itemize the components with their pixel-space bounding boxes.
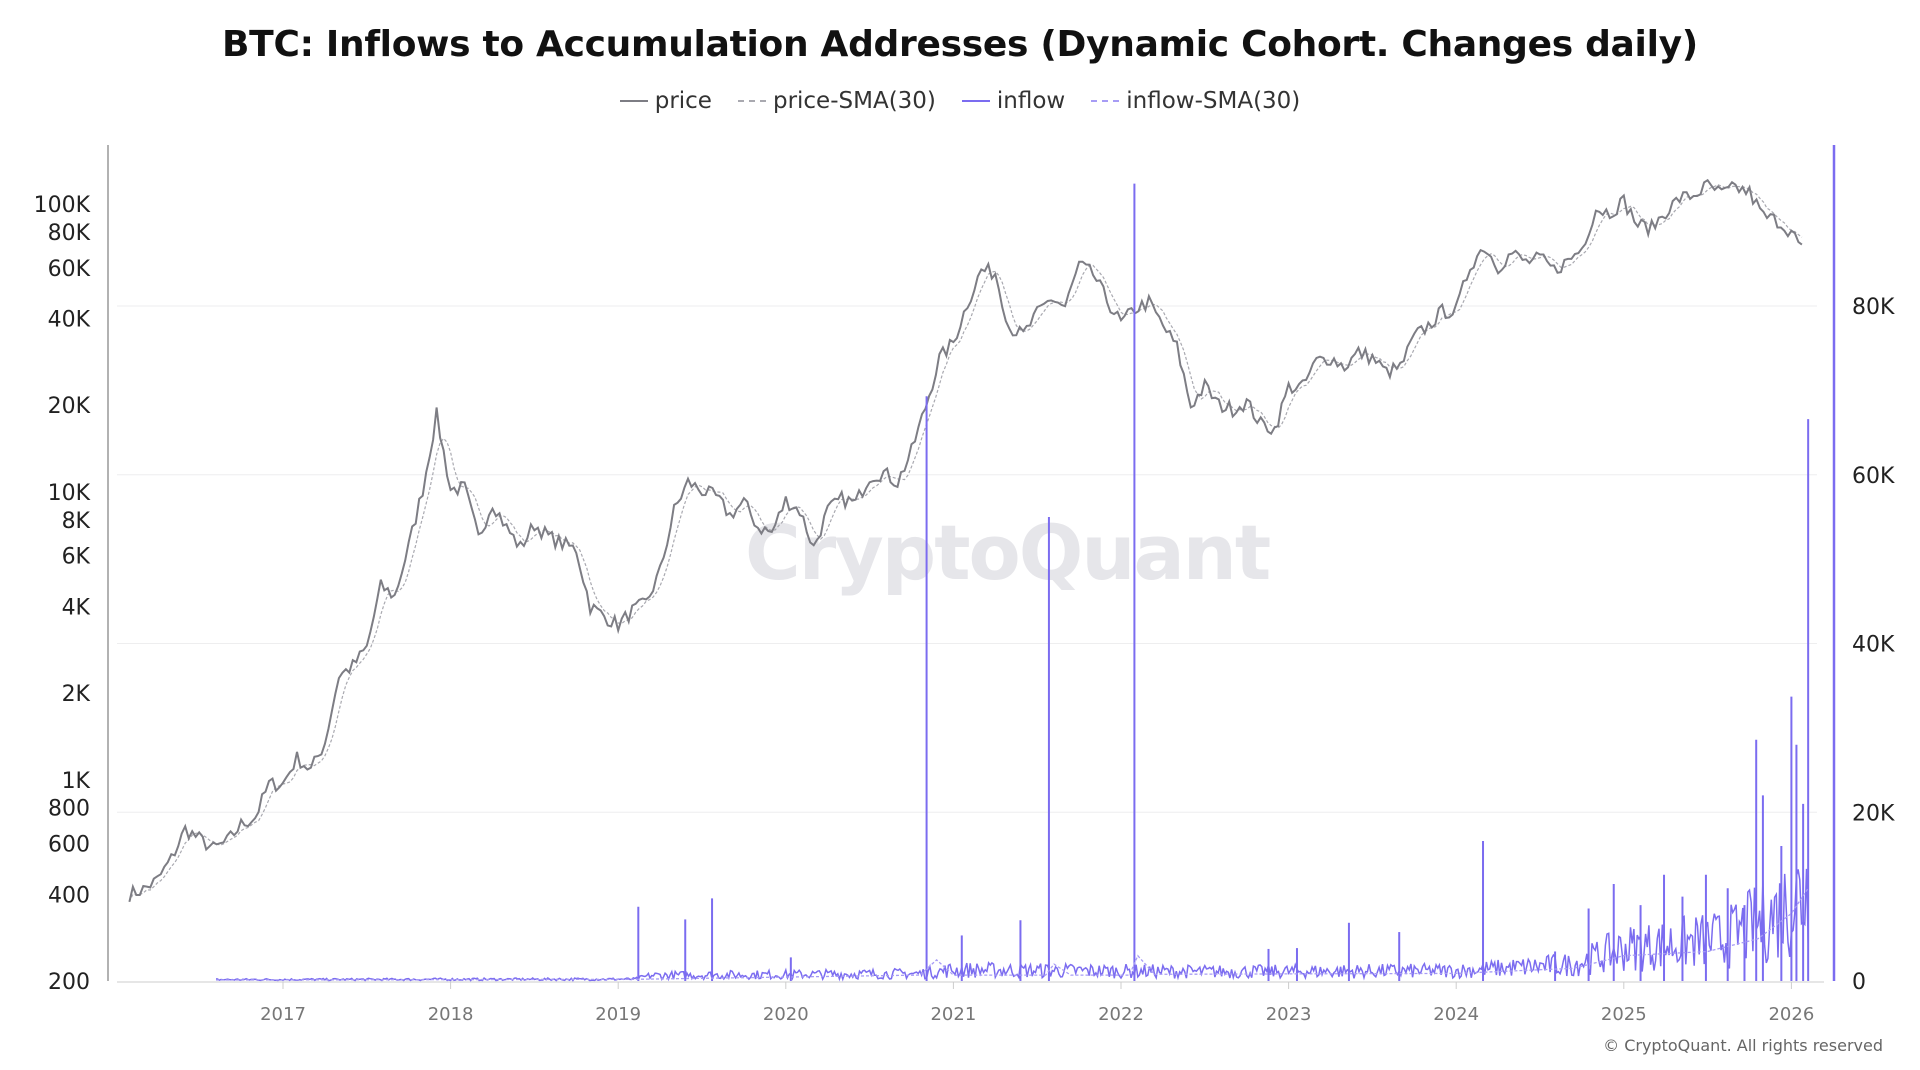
x-tick-label: 2018 [428,1004,474,1025]
x-tick-label: 2019 [595,1004,641,1025]
legend-label: price-SMA(30) [772,88,936,114]
legend-item-inflow-sma[interactable]: inflow-SMA(30) [1091,88,1300,114]
left-tick-label: 20K [48,394,91,419]
left-tick-label: 1K [62,769,91,794]
left-tick-label: 600 [48,833,90,858]
inflow-line [215,868,1809,982]
left-tick-label: 60K [48,257,91,282]
left-tick-label: 4K [62,595,91,620]
x-tick-label: 2026 [1768,1004,1814,1025]
inflow-sma-line [215,887,1809,981]
price-line [128,178,1803,903]
right-tick-label: 0 [1852,970,1866,995]
left-tick-label: 100K [34,193,91,218]
x-tick-label: 2023 [1266,1004,1312,1025]
left-tick-label: 400 [48,883,90,908]
x-tick-label: 2021 [930,1004,976,1025]
legend-label: price [654,88,712,114]
left-tick-label: 80K [48,221,91,246]
left-tick-label: 40K [48,308,91,333]
right-tick-label: 60K [1852,464,1895,489]
left-tick-label: 8K [62,509,91,534]
legend-item-price-sma[interactable]: price-SMA(30) [737,88,936,114]
x-tick-label: 2020 [763,1004,809,1025]
price-sma-line [128,184,1803,903]
right-tick-label: 80K [1852,295,1895,320]
x-tick-label: 2022 [1098,1004,1144,1025]
legend-swatch [737,100,766,102]
legend-item-price[interactable]: price [619,88,712,114]
right-tick-label: 40K [1852,633,1895,658]
copyright: © CryptoQuant. All rights reserved [1603,1036,1883,1055]
legend-swatch [1091,100,1120,102]
legend-label: inflow [996,88,1066,114]
left-tick-label: 800 [48,797,90,822]
legend-swatch [961,100,990,102]
legend: price price-SMA(30) inflow inflow-SMA(30… [0,88,1920,114]
x-tick-label: 2017 [260,1004,306,1025]
left-tick-label: 6K [62,545,91,570]
chart-title: BTC: Inflows to Accumulation Addresses (… [222,24,1698,65]
left-tick-label: 200 [48,970,90,995]
x-tick-label: 2025 [1601,1004,1647,1025]
left-tick-label: 2K [62,682,91,707]
watermark: CryptoQuant [745,508,1271,597]
x-tick-label: 2024 [1433,1004,1479,1025]
legend-item-inflow[interactable]: inflow [961,88,1066,114]
left-tick-label: 10K [48,481,91,506]
legend-swatch [619,100,648,102]
legend-label: inflow-SMA(30) [1126,88,1301,114]
right-tick-label: 20K [1852,801,1895,826]
